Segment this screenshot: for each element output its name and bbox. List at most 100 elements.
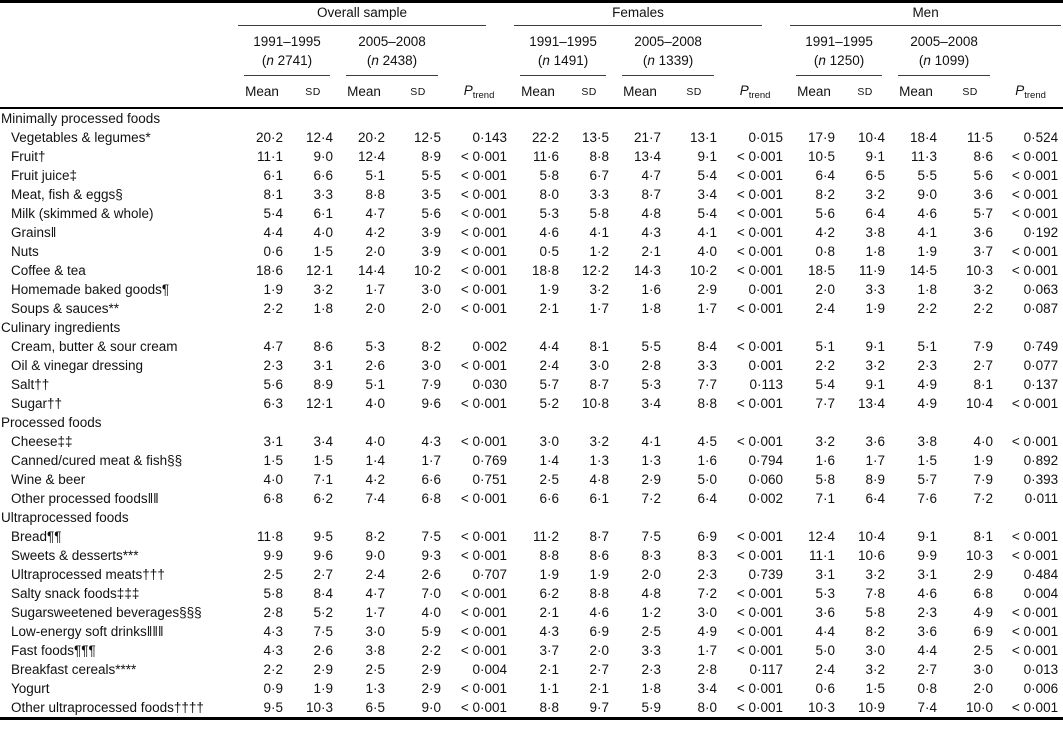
value-cell: 12·1: [305, 395, 333, 411]
value-cell: 0·192: [1023, 224, 1059, 240]
value-cell: 6·8: [421, 490, 441, 506]
value-cell: 4·1: [589, 224, 610, 240]
value-cell: 0·484: [1023, 566, 1059, 582]
value-cell: 4·4: [917, 642, 938, 658]
value-cell: 10·0: [966, 699, 994, 715]
value-cell: 1·9: [263, 281, 283, 297]
value-cell: 11·5: [967, 129, 994, 145]
value-cell: 8·7: [641, 186, 662, 202]
value-cell: 4·4: [539, 338, 560, 354]
value-cell: 3·4: [641, 395, 662, 411]
value-cell: < 0·001: [460, 604, 508, 620]
value-cell: 1·6: [815, 452, 836, 468]
value-cell: 1·4: [365, 452, 385, 468]
value-cell: 4·1: [641, 433, 662, 449]
row-label: Yogurt: [11, 680, 50, 696]
spacer-cell: [0, 75, 236, 109]
food-row: Fruit† 11·1 9·0 12·4 8·9 < 0·001 11·6 8·8 13·4 9·…: [0, 147, 1063, 166]
value-cell: 5·9: [641, 699, 662, 715]
value-cell: 1·6: [697, 452, 718, 468]
value-cell: 7·6: [917, 490, 938, 506]
value-cell: 3·2: [865, 357, 886, 373]
value-cell: 3·8: [365, 642, 385, 658]
value-cell: 5·7: [973, 205, 994, 221]
row-label: Homemade baked goods¶: [11, 281, 170, 297]
value-cell: 3·0: [973, 661, 994, 677]
value-cell: < 0·001: [460, 357, 508, 373]
column-header-mean: Mean: [512, 75, 565, 109]
row-label: Sweets & desserts***: [11, 547, 139, 563]
value-cell: 0·006: [1023, 680, 1059, 696]
value-cell: 2·0: [815, 281, 836, 297]
group-header: Overall sample: [236, 2, 512, 26]
group-label: Men: [912, 5, 939, 20]
value-cell: 0·087: [1023, 300, 1059, 316]
paren-close: ): [412, 52, 418, 68]
column-header-ptrend: Ptrend: [998, 75, 1063, 109]
value-cell: 3·3: [589, 186, 610, 202]
value-cell: 6·6: [539, 490, 560, 506]
value-cell: 2·8: [697, 661, 718, 677]
value-cell: 8·9: [313, 376, 333, 392]
value-cell: 2·7: [973, 357, 994, 373]
value-cell: 4·7: [365, 205, 385, 221]
value-cell: 8·2: [421, 338, 441, 354]
value-cell: 5·8: [539, 167, 560, 183]
value-cell: < 0·001: [1011, 148, 1059, 164]
value-cell: 4·0: [973, 433, 994, 449]
period-underline: 1991–1995 (n 2741): [244, 26, 330, 76]
food-row: Breakfast cereals**** 2·2 2·9 2·5 2·9 0·004 2·…: [0, 660, 1063, 679]
period-years: 2005–2008: [910, 34, 978, 49]
value-cell: 0·063: [1023, 281, 1059, 297]
value-cell: 3·1: [815, 566, 836, 582]
value-cell: 5·8: [815, 471, 836, 487]
value-cell: 2·3: [263, 357, 283, 373]
value-cell: < 0·001: [460, 528, 508, 544]
value-cell: 2·0: [973, 680, 994, 696]
value-cell: 3·6: [973, 186, 994, 202]
value-cell: 2·9: [973, 566, 994, 582]
value-cell: 20·2: [357, 129, 385, 145]
value-cell: 8·1: [973, 528, 994, 544]
value-cell: 4·5: [697, 433, 718, 449]
group-header: Men: [788, 2, 1063, 26]
row-label: Breakfast cereals****: [11, 661, 137, 677]
value-cell: 8·8: [589, 148, 610, 164]
value-cell: 2·2: [917, 300, 938, 316]
food-row: Meat, fish & eggs§ 8·1 3·3 8·8 3·5 < 0·001 8·0…: [0, 185, 1063, 204]
section-title: Processed foods: [1, 414, 102, 430]
value-cell: 5·2: [539, 395, 560, 411]
value-cell: < 0·001: [1011, 433, 1059, 449]
row-label: Salty snack foods‡‡‡: [11, 585, 140, 601]
p-subscript: trend: [472, 89, 495, 101]
value-cell: 7·2: [973, 490, 994, 506]
value-cell: 0·001: [748, 281, 784, 297]
value-cell: 0·6: [263, 243, 283, 259]
value-cell: < 0·001: [460, 281, 508, 297]
value-cell: 6·9: [697, 528, 718, 544]
value-cell: < 0·001: [736, 338, 784, 354]
value-cell: 2·7: [313, 566, 333, 582]
value-cell: 4·4: [815, 623, 836, 639]
value-cell: 11·6: [533, 148, 560, 164]
value-cell: 18·6: [255, 262, 283, 278]
value-cell: < 0·001: [1011, 528, 1059, 544]
value-cell: 9·7: [589, 699, 610, 715]
row-label: Sugar††: [11, 395, 63, 411]
food-row: Sugar†† 6·3 12·1 4·0 9·6 < 0·001 5·2 10·8 3·4 8·8…: [0, 394, 1063, 413]
value-cell: 11·9: [859, 262, 886, 278]
value-cell: 7·9: [421, 376, 441, 392]
value-cell: 3·2: [973, 281, 994, 297]
value-cell: 0·002: [472, 338, 508, 354]
value-cell: 6·4: [865, 490, 886, 506]
column-header-ptrend: Ptrend: [446, 75, 513, 109]
value-cell: 7·9: [973, 338, 994, 354]
n-symbol: n: [266, 52, 274, 68]
value-cell: < 0·001: [460, 623, 508, 639]
value-cell: 0·751: [472, 471, 508, 487]
row-label: Ultraprocessed meats†††: [11, 566, 165, 582]
n-symbol: n: [371, 52, 379, 68]
value-cell: 1·3: [641, 452, 662, 468]
value-cell: 10·5: [808, 148, 836, 164]
